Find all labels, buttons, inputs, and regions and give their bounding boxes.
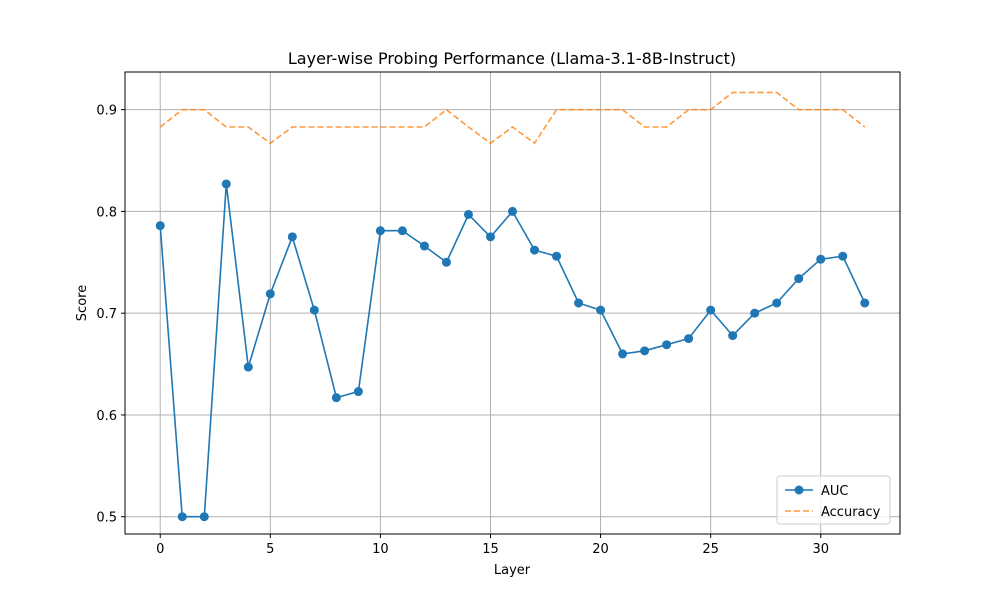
data-point-auc [265,289,275,299]
data-point-auc [243,362,253,372]
x-tick-label: 20 [592,542,609,557]
data-point-auc [508,206,517,216]
data-point-auc [750,308,760,318]
legend: AUC Accuracy [776,475,891,525]
legend-marker-auc [794,485,804,495]
data-point-auc [397,226,407,236]
data-point-auc [485,232,495,242]
data-point-auc [441,257,451,267]
y-tick-label: 0.6 [96,409,117,424]
data-point-auc [419,241,429,251]
x-tick-label: 5 [266,542,274,557]
x-axis-label: Layer [494,563,531,578]
x-tick-label: 25 [702,542,719,557]
legend-box [776,475,891,525]
data-point-auc [706,305,716,315]
data-point-auc [574,298,584,308]
y-tick-label: 0.5 [96,511,117,526]
data-point-auc [155,221,165,231]
y-tick-label: 0.8 [96,205,117,220]
legend-label-accuracy: Accuracy [821,505,881,520]
x-tick-label: 0 [156,542,164,557]
data-point-auc [530,245,540,255]
series-line-accuracy [159,91,866,145]
data-point-auc [772,298,782,308]
data-point-auc [287,232,297,242]
data-point-auc [860,298,870,308]
data-point-auc [199,512,209,522]
x-axis: 0 5 10 15 20 25 30 [156,534,829,557]
x-tick-label: 30 [812,542,829,557]
data-point-auc [618,349,628,359]
y-axis: 0.5 0.6 0.7 0.8 0.9 [96,104,125,526]
x-tick-label: 15 [482,542,499,557]
chart-title: Layer-wise Probing Performance (Llama-3.… [288,49,736,68]
series-line-auc [159,183,866,518]
data-point-auc [816,254,826,264]
plot-frame [124,71,901,535]
legend-label-auc: AUC [821,484,849,499]
y-tick-label: 0.9 [96,104,117,119]
series-layer [155,91,870,522]
data-point-auc [331,393,341,403]
data-point-auc [552,251,562,261]
data-point-auc [684,334,694,344]
grid-lines [125,72,900,534]
data-point-auc [177,512,187,522]
x-tick-label: 10 [372,542,389,557]
data-point-auc [794,274,804,284]
data-point-auc [596,305,606,315]
data-point-auc [662,340,672,350]
data-point-auc [221,179,231,189]
y-axis-label: Score [75,285,90,321]
data-point-auc [353,387,363,397]
data-point-auc [640,346,650,356]
data-point-auc [728,331,738,341]
y-tick-label: 0.7 [96,307,117,322]
data-point-auc [375,226,385,236]
data-point-auc [463,209,473,219]
data-point-auc [838,251,848,261]
data-point-auc [309,305,319,315]
